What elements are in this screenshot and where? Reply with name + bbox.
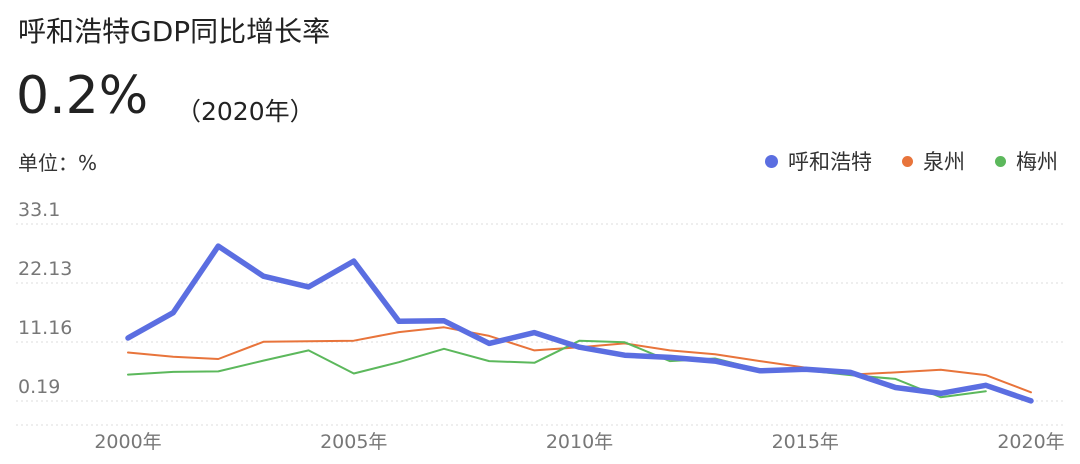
- legend-label-meizhou: 梅州: [1016, 150, 1058, 174]
- x-tick-label: 2000年: [94, 431, 161, 453]
- unit-label: 单位：%: [18, 151, 98, 175]
- x-tick-label: 2015年: [772, 431, 839, 453]
- y-tick-label: 0.19: [18, 376, 60, 398]
- y-tick-label: 22.13: [18, 258, 72, 280]
- legend-item-hohhot[interactable]: 呼和浩特: [765, 146, 872, 176]
- legend: 呼和浩特 泉州 梅州: [735, 146, 1058, 176]
- legend-dot-hohhot: [765, 154, 778, 168]
- x-tick-label: 2010年: [546, 431, 613, 453]
- legend-item-meizhou[interactable]: 梅州: [995, 146, 1058, 176]
- y-tick-label: 11.16: [18, 317, 72, 339]
- series-line-0: [125, 243, 1034, 404]
- headline-value: 0.2%: [16, 66, 149, 126]
- legend-dot-meizhou: [995, 155, 1006, 167]
- legend-item-quanzhou[interactable]: 泉州: [902, 146, 965, 176]
- chart-title: 呼和浩特GDP同比增长率: [18, 15, 331, 48]
- x-tick-label: 2020年: [997, 431, 1064, 453]
- y-tick-label: 33.1: [18, 199, 60, 221]
- legend-label-quanzhou: 泉州: [923, 150, 965, 174]
- legend-dot-quanzhou: [902, 155, 913, 167]
- legend-label-hohhot: 呼和浩特: [788, 150, 872, 174]
- headline-year: （2020年）: [176, 97, 315, 126]
- x-tick-label: 2005年: [320, 431, 387, 453]
